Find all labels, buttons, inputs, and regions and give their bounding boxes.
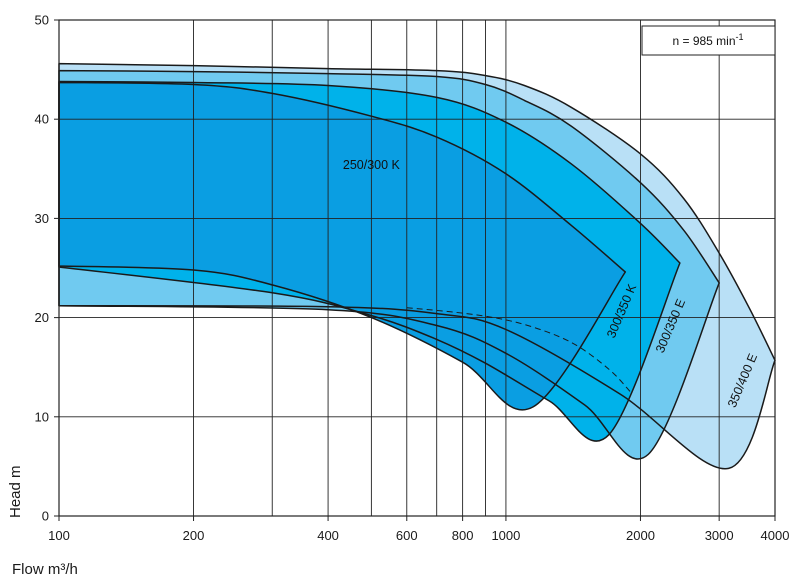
speed-annotation-superscript: -1 — [736, 32, 744, 42]
area-250-300-k — [59, 82, 626, 410]
x-tick-label: 1000 — [491, 528, 520, 543]
x-tick-label: 4000 — [761, 528, 790, 543]
outline-250-300-k — [58, 81, 627, 411]
outline-300-350-k — [58, 80, 681, 442]
x-tick-label: 600 — [396, 528, 418, 543]
label-250-300-k: 250/300 K — [343, 158, 401, 172]
x-tick-label: 400 — [317, 528, 339, 543]
y-axis-label: Head m — [7, 465, 24, 518]
x-tick-label: 100 — [48, 528, 70, 543]
outline-300-350-e — [58, 69, 720, 460]
performance-areas — [59, 63, 775, 469]
speed-annotation-box — [641, 25, 776, 56]
x-tick-label: 200 — [183, 528, 205, 543]
y-tick-label: 10 — [35, 409, 49, 424]
axes — [58, 19, 776, 517]
y-tick-label: 30 — [35, 211, 49, 226]
speed-annotation-text: n = 985 min-1 — [672, 32, 743, 48]
plot-frame — [58, 19, 776, 517]
x-tick-label: 3000 — [705, 528, 734, 543]
dashed-curve — [406, 307, 631, 393]
outline-350-400-e — [58, 62, 776, 470]
x-tick-label: 800 — [452, 528, 474, 543]
x-axis-label: Flow m³/h — [12, 561, 78, 578]
y-tick-label: 0 — [42, 509, 49, 524]
speed-annotation: n = 985 min-1 — [641, 25, 776, 56]
area-outlines — [58, 62, 776, 470]
speed-annotation-prefix: n = 985 min — [672, 34, 735, 48]
y-tick-label: 20 — [35, 310, 49, 325]
y-tick-label: 50 — [35, 13, 49, 28]
y-ticks: 0 10 20 30 40 50 — [35, 13, 59, 524]
y-tick-label: 40 — [35, 112, 49, 127]
x-tick-label: 2000 — [626, 528, 655, 543]
x-ticks: 100 200 400 600 800 1000 2000 3000 4000 — [48, 516, 789, 543]
